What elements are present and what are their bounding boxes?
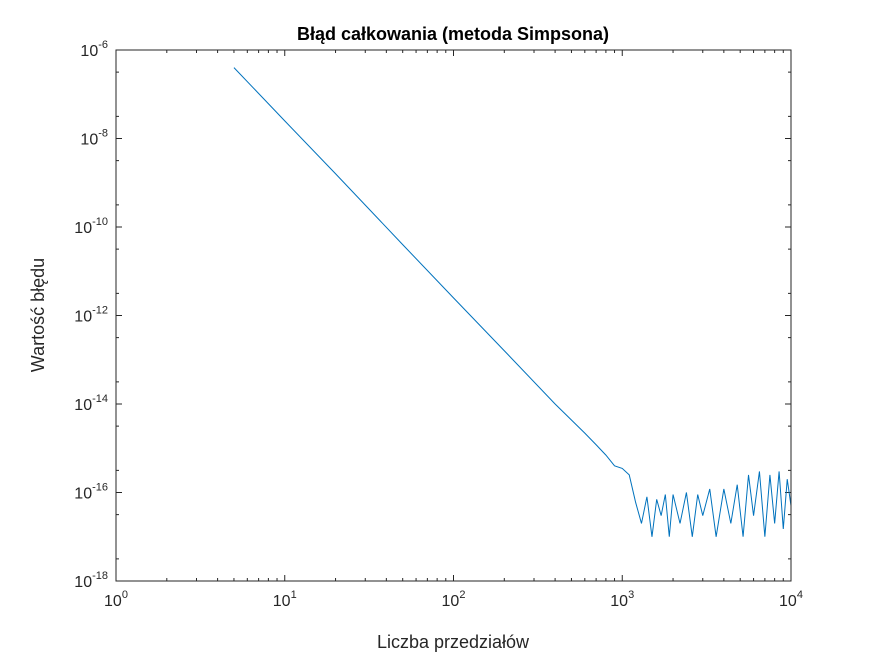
y-tick-label-exponent: -16: [92, 482, 108, 494]
x-tick-label-exponent: 2: [459, 589, 465, 601]
y-tick-label-exponent: -18: [92, 570, 108, 582]
y-tick-label-exponent: -14: [92, 393, 108, 405]
y-axis-label: Wartość błędu: [28, 258, 48, 372]
x-tick-label: 102: [442, 589, 466, 610]
x-tick-label-base: 10: [442, 593, 460, 610]
y-tick-label-base: 10: [80, 132, 98, 149]
x-tick-label: 104: [779, 589, 803, 610]
x-tick-label-exponent: 4: [797, 589, 803, 601]
y-tick-label-base: 10: [74, 397, 92, 414]
x-tick-label: 101: [273, 589, 297, 610]
x-axis-label: Liczba przedziałów: [377, 632, 530, 652]
y-tick-label: 10-10: [74, 216, 108, 237]
x-tick-label-exponent: 3: [628, 589, 634, 601]
series-line-error: [233, 67, 792, 537]
y-tick-label-exponent: -6: [98, 39, 108, 51]
x-tick-label-exponent: 0: [122, 589, 128, 601]
x-tick-label-base: 10: [779, 593, 797, 610]
y-tick-label-exponent: -8: [98, 128, 108, 140]
y-tick-label: 10-18: [74, 570, 108, 591]
y-tick-label-base: 10: [74, 220, 92, 237]
x-tick-label-base: 10: [610, 593, 628, 610]
y-tick-label-exponent: -12: [92, 305, 108, 317]
x-tick-label-base: 10: [104, 593, 122, 610]
y-tick-label: 10-16: [74, 482, 108, 503]
x-tick-label-exponent: 1: [291, 589, 297, 601]
x-tick-label-base: 10: [273, 593, 291, 610]
y-tick-label-base: 10: [80, 43, 98, 60]
tick-labels: 100 101 102 103 10410-1810-1610-1410-1210-10…: [74, 39, 803, 610]
plot-area: [116, 50, 791, 581]
y-tick-label: 10-14: [74, 393, 108, 414]
y-tick-label-exponent: -10: [92, 216, 108, 228]
x-tick-label: 100: [104, 589, 128, 610]
y-tick-label: 10-6: [80, 39, 108, 60]
y-tick-label-base: 10: [74, 486, 92, 503]
y-tick-label-base: 10: [74, 309, 92, 326]
chart-title: Błąd całkowania (metoda Simpsona): [297, 24, 609, 44]
x-tick-label: 103: [610, 589, 634, 610]
y-tick-label-base: 10: [74, 574, 92, 591]
y-tick-label: 10-8: [80, 128, 108, 149]
y-tick-label: 10-12: [74, 305, 108, 326]
axes-box: [115, 49, 792, 582]
